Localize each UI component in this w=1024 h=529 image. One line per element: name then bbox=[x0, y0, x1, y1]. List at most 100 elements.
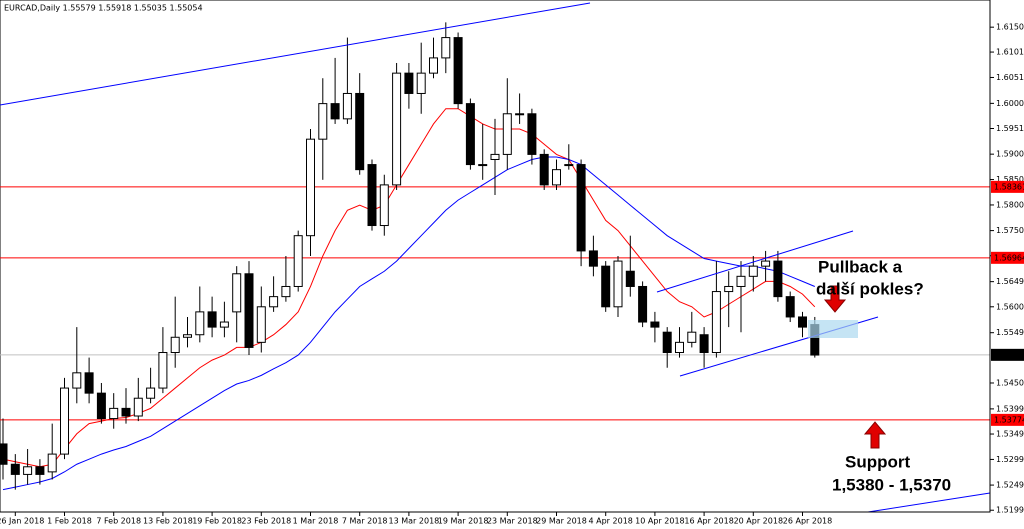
candle-body bbox=[453, 37, 463, 105]
y-tick-label: 1.5249 bbox=[996, 481, 1024, 490]
trend-line bbox=[0, 2, 591, 106]
x-tick-label: 7 Mar 2018 bbox=[342, 517, 388, 526]
level-label: 1.58361 bbox=[994, 182, 1024, 191]
level-label: 1.53774 bbox=[994, 415, 1024, 424]
candle-body bbox=[724, 285, 734, 293]
y-tick-label: 1.60005 bbox=[996, 99, 1024, 108]
x-tick-label: 23 Mar 2018 bbox=[487, 517, 538, 526]
candle-body bbox=[502, 113, 512, 155]
candle-body bbox=[761, 260, 771, 267]
candle-body bbox=[355, 92, 365, 171]
candle-body bbox=[96, 392, 106, 420]
candle-body bbox=[0, 443, 8, 465]
candle-body bbox=[318, 103, 328, 140]
candle-body bbox=[625, 270, 635, 287]
candle-body bbox=[527, 113, 537, 155]
candle-body bbox=[404, 72, 414, 94]
candle-body bbox=[662, 331, 672, 354]
candle-body bbox=[219, 321, 229, 328]
y-tick-label: 1.61505 bbox=[996, 23, 1024, 32]
y-tick-label: 1.54500 bbox=[996, 378, 1024, 387]
candle-body bbox=[515, 113, 525, 116]
candle-body bbox=[293, 235, 303, 287]
moving-average bbox=[2, 156, 815, 491]
x-tick-label: 13 Feb 2018 bbox=[143, 517, 193, 526]
level-label: 1.56964 bbox=[994, 253, 1024, 262]
candle-body bbox=[10, 463, 20, 475]
candle-body bbox=[687, 331, 697, 343]
candle-body bbox=[170, 336, 180, 354]
x-tick-label: 20 Apr 2018 bbox=[734, 517, 783, 526]
candle-body bbox=[773, 260, 783, 298]
y-tick-label: 1.51995 bbox=[996, 506, 1024, 515]
candle-body bbox=[441, 37, 451, 59]
x-tick-label: 1 Feb 2018 bbox=[47, 517, 92, 526]
candle-body bbox=[638, 285, 648, 323]
y-tick-label: 1.56495 bbox=[996, 277, 1024, 286]
candle-body bbox=[539, 153, 549, 186]
y-tick-label: 1.53990 bbox=[996, 404, 1024, 413]
candle-body bbox=[158, 352, 168, 389]
candle-body bbox=[576, 164, 586, 252]
x-tick-label: 19 Mar 2018 bbox=[438, 517, 489, 526]
level-tag bbox=[991, 251, 1024, 264]
candle-body bbox=[47, 453, 57, 473]
y-tick-label: 1.57500 bbox=[996, 226, 1024, 235]
y-tick-label: 1.52995 bbox=[996, 455, 1024, 464]
candle-body bbox=[207, 311, 217, 328]
y-tick-label: 1.56000 bbox=[996, 302, 1024, 311]
y-tick-label: 1.60515 bbox=[996, 73, 1024, 82]
chart-header: EURCAD,Daily 1.55579 1.55918 1.55035 1.5… bbox=[4, 4, 203, 13]
x-tick-label: 19 Feb 2018 bbox=[192, 517, 242, 526]
candle-body bbox=[60, 387, 69, 455]
candle-body bbox=[342, 92, 352, 120]
candle-body bbox=[146, 387, 156, 399]
x-tick-label: 29 Mar 2018 bbox=[536, 517, 587, 526]
level-tag bbox=[991, 413, 1024, 426]
y-tick-label: 1.59510 bbox=[996, 124, 1024, 133]
candle-body bbox=[281, 285, 291, 298]
candle-body bbox=[23, 466, 33, 475]
x-tick-label: 4 Apr 2018 bbox=[589, 517, 633, 526]
candle-body bbox=[133, 397, 143, 417]
candle-body bbox=[675, 341, 684, 354]
channel-upper bbox=[656, 230, 854, 293]
candle-body bbox=[785, 296, 795, 318]
candle-body bbox=[711, 291, 721, 354]
x-tick-label: 1 Mar 2018 bbox=[293, 517, 339, 526]
candle-body bbox=[306, 138, 315, 237]
candle-body bbox=[564, 164, 574, 167]
candle-body bbox=[429, 57, 438, 74]
zone bbox=[808, 320, 858, 338]
x-tick-label: 26 Jan 2018 bbox=[0, 517, 44, 526]
y-tick-label: 1.59005 bbox=[996, 150, 1024, 159]
candle-body bbox=[330, 103, 340, 120]
x-tick-label: 16 Apr 2018 bbox=[684, 517, 733, 526]
candle-body bbox=[244, 273, 254, 348]
plot-frame bbox=[0, 0, 991, 513]
candle-body bbox=[798, 316, 807, 328]
candle-body bbox=[121, 407, 131, 417]
y-tick-label: 1.58505 bbox=[996, 175, 1024, 184]
x-tick-label: 10 Apr 2018 bbox=[635, 517, 684, 526]
candle-body bbox=[84, 372, 94, 394]
candle-body bbox=[392, 72, 402, 186]
level-tag bbox=[991, 348, 1024, 361]
arrow-down bbox=[823, 285, 847, 313]
x-tick-label: 23 Feb 2018 bbox=[241, 517, 291, 526]
candle-body bbox=[35, 466, 45, 475]
level-tag bbox=[991, 180, 1024, 193]
x-tick-label: 26 Apr 2018 bbox=[783, 517, 832, 526]
x-tick-label: 13 Mar 2018 bbox=[389, 517, 440, 526]
y-tick-label: 1.61015 bbox=[996, 48, 1024, 57]
arrow-up bbox=[863, 421, 887, 449]
candle-body bbox=[748, 265, 758, 277]
candle-body bbox=[379, 184, 389, 227]
candle-body bbox=[256, 306, 266, 343]
candle-body bbox=[232, 273, 242, 313]
y-tick-label: 1.53495 bbox=[996, 430, 1024, 439]
y-tick-label: 1.58005 bbox=[996, 200, 1024, 209]
x-tick-label: 7 Feb 2018 bbox=[96, 517, 141, 526]
candle-body bbox=[613, 260, 623, 308]
candle-body bbox=[552, 169, 561, 186]
